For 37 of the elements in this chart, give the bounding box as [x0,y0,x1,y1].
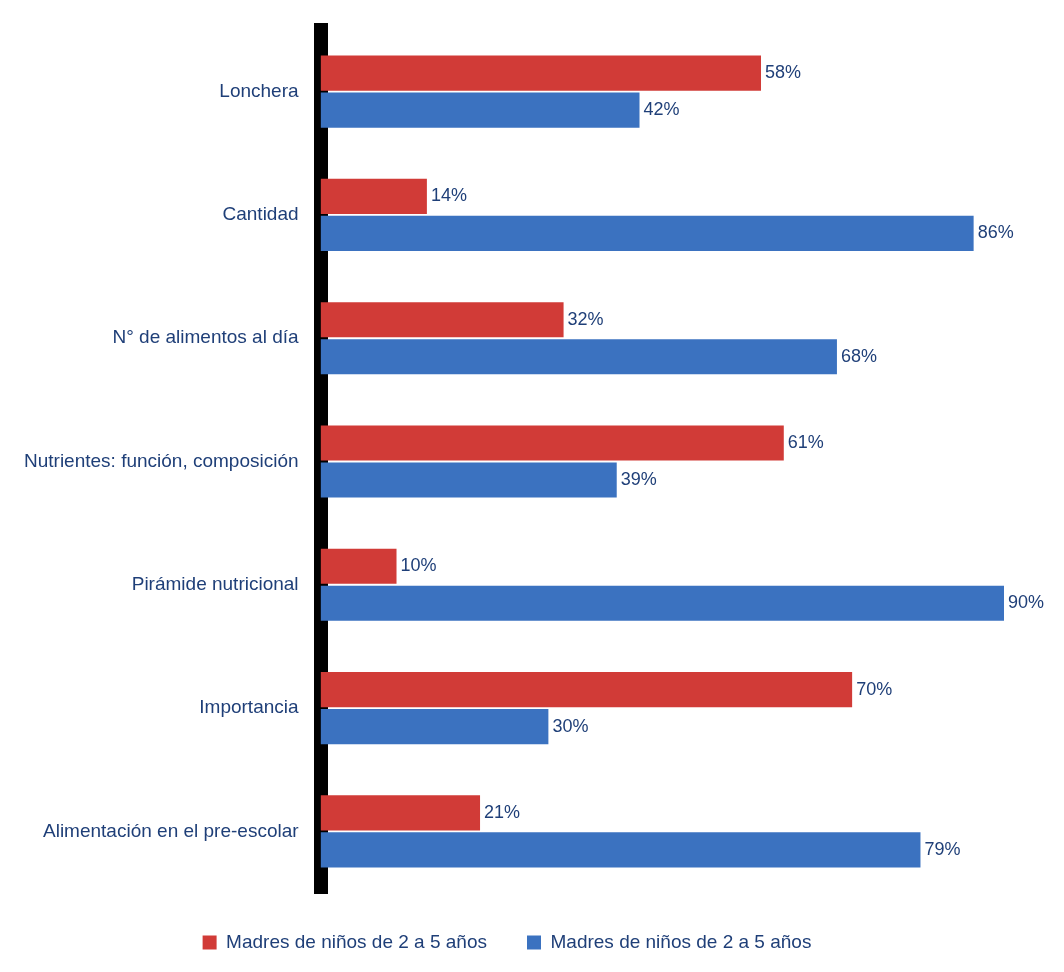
bar [320,832,921,868]
bar [320,55,762,91]
data-label: 21% [484,801,521,822]
data-label: 32% [567,308,604,329]
bar [320,585,1004,621]
data-label: 10% [400,555,437,576]
y-tick-label: Nutrientes: función, composición [23,449,299,471]
bar [320,215,974,251]
y-tick-label: Lonchera [219,79,300,101]
legend-label: Madres de niños de 2 a 5 años [550,930,812,952]
data-label: 42% [643,99,680,120]
bar [320,92,640,128]
bar [320,795,481,831]
bar [320,302,564,338]
data-label: 90% [1008,592,1045,613]
data-label: 14% [430,185,467,206]
data-label: 70% [856,678,893,699]
bar [320,672,853,708]
data-label: 86% [977,222,1014,243]
y-tick-label: N° de alimentos al día [112,326,300,348]
legend-label: Madres de niños de 2 a 5 años [226,930,488,952]
data-label: 79% [924,838,961,859]
bar [320,178,427,214]
bar [320,548,397,584]
y-tick-label: Pirámide nutricional [131,573,299,595]
bar [320,425,784,461]
data-label: 68% [840,345,877,366]
y-tick-label: Alimentación en el pre-escolar [43,819,300,841]
data-label: 39% [620,468,657,489]
y-tick-label: Importancia [199,696,299,718]
y-tick-label: Cantidad [222,203,299,225]
data-label: 61% [787,431,824,452]
bar [320,462,617,498]
data-label: 58% [765,62,802,83]
data-label: 30% [552,715,589,736]
bar [320,709,549,745]
bar [320,339,837,375]
